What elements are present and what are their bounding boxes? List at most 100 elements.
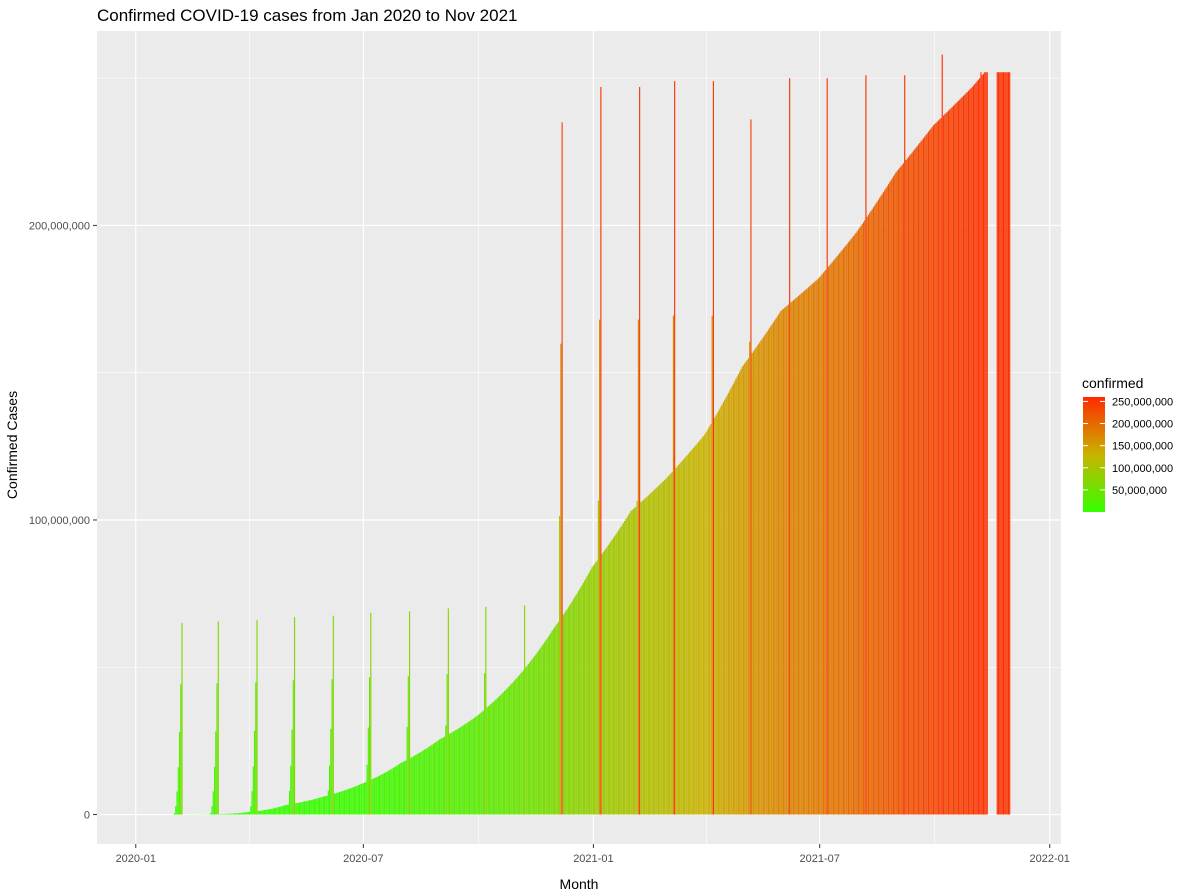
- bar: [677, 465, 679, 815]
- bar: [927, 131, 930, 815]
- bar: [464, 724, 466, 815]
- bar: [890, 180, 892, 815]
- bar: [821, 274, 823, 815]
- x-tick-label: 2021-01: [573, 853, 613, 865]
- bar: [942, 115, 945, 815]
- bar: [395, 766, 397, 815]
- bar: [248, 811, 251, 815]
- bar: [999, 72, 1001, 815]
- bar: [806, 288, 808, 815]
- bar: [667, 476, 669, 815]
- bar: [822, 272, 825, 815]
- bar: [834, 259, 836, 815]
- bar: [707, 428, 709, 815]
- bar: [666, 477, 668, 815]
- bar: [689, 452, 691, 815]
- bar: [836, 256, 838, 815]
- bar: [854, 234, 856, 815]
- bar: [771, 324, 773, 815]
- bar: [639, 86, 641, 815]
- bar: [332, 615, 334, 815]
- bar: [871, 209, 873, 815]
- bar: [880, 195, 882, 815]
- bar: [919, 142, 921, 815]
- bar: [745, 361, 747, 815]
- bar: [911, 152, 913, 815]
- bar: [617, 530, 619, 815]
- bar: [772, 322, 774, 815]
- bar: [402, 761, 404, 815]
- legend-label: 200,000,000: [1112, 419, 1173, 431]
- bar: [962, 95, 965, 815]
- bar: [712, 81, 714, 815]
- y-tick-label: 100,000,000: [29, 515, 90, 527]
- bar: [333, 793, 336, 815]
- bar: [652, 490, 654, 815]
- bar: [695, 445, 697, 815]
- bar: [261, 810, 263, 815]
- bar: [416, 754, 418, 815]
- bar: [961, 97, 963, 815]
- bar: [924, 136, 926, 815]
- bar: [690, 450, 692, 815]
- bar: [609, 543, 611, 815]
- bar: [552, 628, 554, 815]
- bar: [741, 366, 743, 815]
- bar: [661, 482, 663, 815]
- x-axis: 2020-01 2020-07 2021-01 2021-07 2022-01: [116, 844, 1070, 865]
- bar: [675, 467, 677, 815]
- x-tick-label: 2021-07: [799, 853, 839, 865]
- bar: [232, 813, 234, 815]
- bar: [469, 721, 471, 815]
- bar: [900, 166, 902, 815]
- bar: [424, 749, 426, 815]
- bar: [597, 500, 599, 815]
- bar: [235, 813, 237, 815]
- bar: [437, 740, 439, 815]
- bar: [827, 266, 830, 815]
- bar: [587, 573, 589, 815]
- bar: [726, 395, 728, 815]
- bar: [1007, 72, 1010, 815]
- bar: [330, 728, 332, 815]
- bar: [866, 216, 868, 815]
- bar: [977, 79, 980, 815]
- bar: [864, 220, 866, 815]
- bar: [529, 662, 531, 815]
- bar: [564, 612, 566, 815]
- bar: [910, 153, 912, 815]
- bar: [620, 526, 622, 815]
- bar: [622, 522, 624, 815]
- bar: [505, 689, 507, 815]
- bar: [406, 726, 408, 815]
- bar: [562, 614, 564, 815]
- bar: [832, 260, 835, 815]
- bar: [572, 599, 574, 815]
- bar: [534, 655, 536, 815]
- bar: [692, 447, 694, 815]
- bar: [450, 733, 452, 815]
- bar: [916, 146, 918, 815]
- bar: [280, 806, 282, 815]
- bar: [561, 122, 563, 815]
- bar: [580, 586, 582, 815]
- bar: [979, 78, 981, 815]
- bar: [336, 792, 338, 815]
- bar: [674, 81, 676, 815]
- bar: [442, 737, 444, 815]
- bar: [934, 124, 936, 815]
- bar: [579, 589, 581, 815]
- bar: [786, 305, 788, 815]
- bar: [600, 86, 602, 815]
- bar: [947, 110, 950, 815]
- bar: [227, 813, 229, 815]
- bar: [286, 804, 288, 815]
- bar: [802, 291, 804, 815]
- bar: [547, 636, 549, 815]
- bar: [335, 793, 337, 815]
- bar: [278, 806, 281, 815]
- bar: [939, 119, 941, 815]
- bar: [581, 584, 583, 815]
- bar: [809, 286, 811, 815]
- bar: [951, 106, 953, 815]
